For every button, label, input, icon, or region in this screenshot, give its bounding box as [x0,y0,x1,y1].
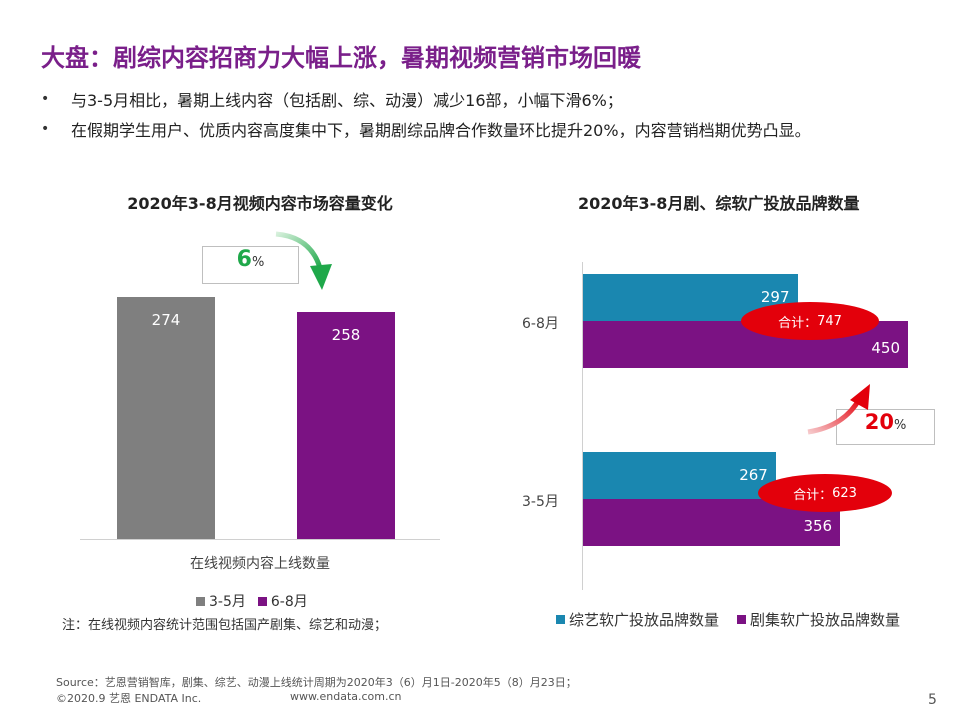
total-label: 合计： [778,315,818,331]
hbar-variety-3-5 [583,452,776,499]
hbar-value-drama-3-5: 356 [803,517,833,535]
legend-label-drama: 剧集软广投放品牌数量 [750,611,901,629]
change-value: 20 [864,410,894,434]
left-legend: 3-5月 6-8月 [196,591,308,611]
bullet-dot: • [41,121,50,137]
legend-label-variety: 综艺软广投放品牌数量 [569,611,720,629]
total-value: 623 [832,485,857,501]
page-title: 大盘：剧综内容招商力大幅上涨，暑期视频营销市场回暖 [41,44,641,72]
bullet-dot: • [41,91,50,107]
left-chart-plot: 274 258 [80,230,440,540]
hbar-value-variety-3-5: 267 [739,466,768,484]
bullet-text: 与3-5月相比，暑期上线内容（包括剧、综、动漫）减少16部，小幅下滑6%； [71,91,623,110]
y-tick-6-8: 6-8月 [522,316,559,332]
left-x-axis-label: 在线视频内容上线数量 [190,556,330,572]
y-tick-3-5: 3-5月 [522,494,559,510]
bar-value-label-6-8: 258 [331,325,361,344]
bar-3-5 [117,297,215,540]
up-arrow-icon [807,384,870,435]
source-note: Source：艺恩营销智库，剧集、综艺、动漫上线统计周期为2020年3（6）月1… [56,676,577,689]
total-badge-3-5: 合计： 623 [758,474,892,512]
page-number: 5 [928,692,937,708]
left-chart-note: 注：在线视频内容统计范围包括国产剧集、综艺和动漫； [62,618,388,633]
copyright: ©2020.9 艺恩 ENDATA Inc. [56,692,202,705]
down-arrow-icon [275,231,332,290]
legend-swatch-6-8 [257,596,267,606]
left-change-callout: 6 % [202,246,299,284]
bullet-item: • 与3-5月相比，暑期上线内容（包括剧、综、动漫）减少16部，小幅下滑6%； [41,84,811,114]
bullet-item: • 在假期学生用户、优质内容高度集中下，暑期剧综品牌合作数量环比提升20%，内容… [41,114,811,144]
right-chart-title: 2020年3-8月剧、综软广投放品牌数量 [578,194,860,213]
legend-label-6-8: 6-8月 [270,594,308,610]
total-badge-6-8: 合计： 747 [741,302,879,340]
left-x-axis [80,539,440,540]
bar-value-label-3-5: 274 [151,311,181,330]
bar-6-8 [297,311,395,540]
right-change-callout: 20 % [836,409,935,445]
change-unit: % [893,418,907,433]
legend-swatch-variety [556,615,565,624]
total-value: 747 [817,313,842,329]
legend-label-3-5: 3-5月 [209,594,246,610]
right-legend: 综艺软广投放品牌数量 剧集软广投放品牌数量 [556,609,900,630]
change-value: 6 [236,247,252,272]
right-y-axis [582,262,583,590]
hbar-value-drama-6-8: 450 [871,339,900,357]
bullet-text: 在假期学生用户、优质内容高度集中下，暑期剧综品牌合作数量环比提升20%，内容营销… [71,121,811,140]
left-chart-title: 2020年3-8月视频内容市场容量变化 [127,194,393,213]
hbar-value-variety-6-8: 297 [760,288,790,306]
change-unit: % [251,255,265,270]
legend-swatch-drama [737,615,747,624]
legend-swatch-3-5 [196,596,205,606]
bullet-list: • 与3-5月相比，暑期上线内容（包括剧、综、动漫）减少16部，小幅下滑6%； … [41,84,811,144]
website-link[interactable]: www.endata.com.cn [290,690,402,703]
total-label: 合计： [793,487,833,503]
